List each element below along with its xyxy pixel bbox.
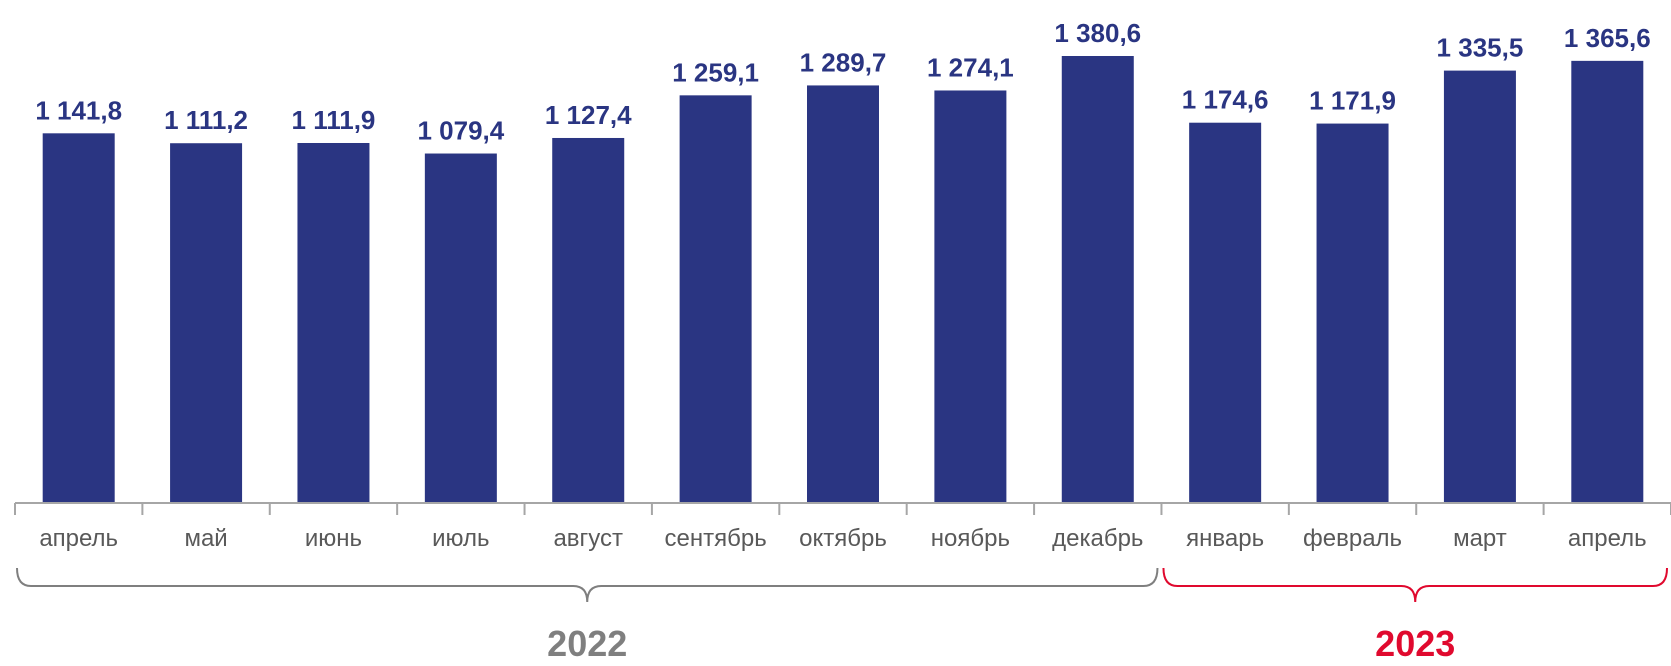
bar-3 [424, 153, 497, 503]
bar-9 [1189, 122, 1262, 504]
value-label-10: 1 171,9 [1309, 86, 1396, 116]
bar-6 [807, 85, 879, 503]
value-label-8: 1 380,6 [1054, 18, 1141, 48]
year-bracket-2022 [16, 567, 1159, 603]
year-label-2022: 2022 [547, 623, 627, 664]
value-label-12: 1 365,6 [1564, 23, 1651, 53]
bar-2 [297, 142, 370, 503]
x-tick-label-4: август [553, 525, 623, 552]
x-tick-label-7: ноябрь [931, 525, 1010, 552]
x-axis [14, 502, 1671, 515]
bar-12 [1571, 60, 1644, 504]
value-label-4: 1 127,4 [545, 100, 632, 130]
year-brackets-group: 2022 2023 [16, 567, 1668, 664]
x-tick-label-10: февраль [1303, 525, 1402, 552]
value-label-0: 1 141,8 [35, 95, 122, 125]
x-tick-label-8: декабрь [1052, 525, 1143, 552]
value-labels-group: 1 141,8 1 111,2 1 111,9 1 079,4 1 127,4 1 259… [35, 18, 1650, 146]
x-tick-label-12: апрель [1568, 525, 1647, 552]
bar-5 [679, 95, 752, 504]
value-label-9: 1 174,6 [1182, 85, 1269, 115]
bar-10 [1316, 123, 1389, 503]
bar-4 [552, 137, 625, 504]
bar-8 [1061, 56, 1134, 503]
value-label-11: 1 335,5 [1437, 33, 1524, 63]
x-tick-label-1: май [184, 525, 227, 552]
x-tick-labels-group: апрель май июнь июль август сентябрь октябрь но… [39, 525, 1646, 552]
x-tick-label-2: июнь [305, 525, 362, 552]
bar-11 [1443, 70, 1516, 504]
x-tick-label-9: январь [1186, 525, 1264, 552]
value-label-7: 1 274,1 [927, 52, 1014, 82]
x-tick-label-11: март [1453, 525, 1507, 552]
x-tick-label-3: июль [432, 525, 489, 552]
x-tick-label-5: сентябрь [665, 525, 767, 552]
value-label-6: 1 289,7 [800, 47, 887, 77]
x-tick-label-6: октябрь [799, 525, 887, 552]
value-label-3: 1 079,4 [417, 116, 504, 146]
bar-1 [170, 143, 243, 503]
year-label-2023: 2023 [1375, 623, 1455, 664]
year-bracket-2023 [1162, 567, 1668, 603]
bars-group [42, 56, 1644, 504]
value-label-5: 1 259,1 [672, 57, 759, 87]
value-label-1: 1 111,2 [164, 105, 248, 135]
bar-7 [934, 90, 1007, 503]
bar-0 [42, 133, 115, 503]
x-tick-label-0: апрель [39, 525, 118, 552]
value-label-2: 1 111,9 [292, 105, 376, 135]
